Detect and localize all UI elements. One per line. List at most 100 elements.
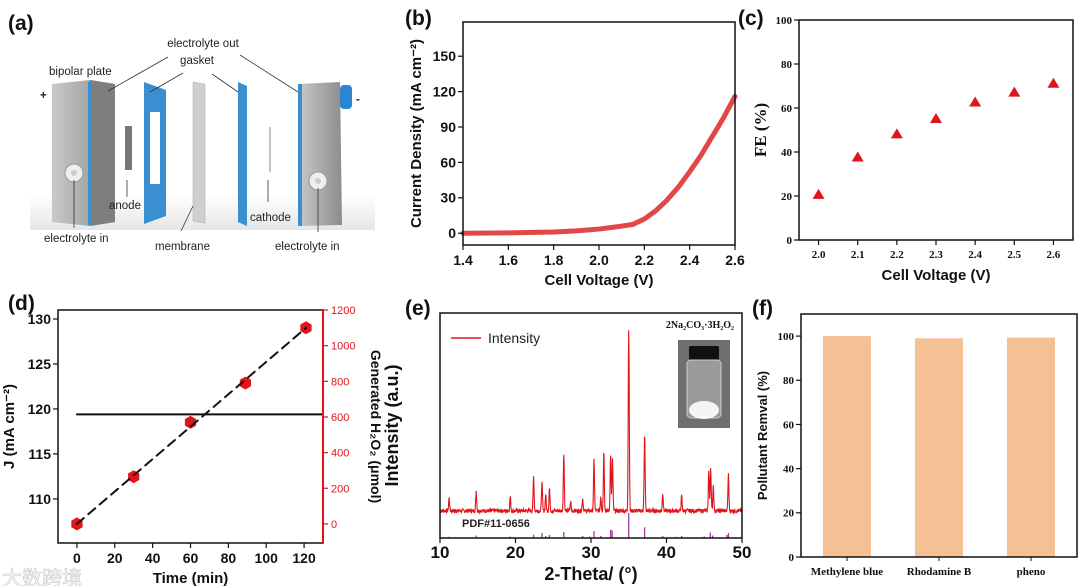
panel-label-f: (f): [752, 297, 773, 320]
y-tick-label: 20: [781, 191, 793, 203]
legend-label: Intensity: [488, 330, 540, 346]
reference-label: PDF#11-0656: [462, 518, 530, 530]
x-tick-label: 50: [733, 543, 752, 562]
x-tick-label: 30: [582, 543, 601, 562]
x-axis-title: 2-Theta/ (°): [544, 564, 637, 584]
chart-f: [796, 313, 1078, 561]
x-tick-label: 1.6: [499, 252, 519, 268]
label-gasket: gasket: [180, 55, 215, 67]
chart-c: [794, 19, 1074, 245]
data-point-triangle: [1047, 77, 1060, 88]
label-anode: anode: [109, 200, 141, 212]
y-tick-label: 0: [789, 552, 795, 564]
y-axis-title: Intensity (a.u.): [382, 364, 402, 486]
data-point-hexagon: [239, 376, 251, 390]
inset-label: 2Na₂CO₃·3H₂O₂: [666, 320, 734, 331]
x-tick-label: pheno: [1017, 566, 1046, 578]
data-point-triangle: [1008, 86, 1021, 97]
x-tick-label: 120: [292, 550, 316, 566]
label-electrolyte-in-right: electrolyte in: [275, 241, 340, 253]
plot-frame: [798, 19, 1074, 241]
y-right-tick-label: 0: [331, 519, 337, 531]
y-right-axis-title: Generated H₂O₂ (μmol): [368, 350, 384, 503]
x-tick-label: Methylene blue: [811, 566, 884, 578]
callout-arrows: [73, 54, 319, 232]
x-tick-label: 2.1: [851, 249, 865, 261]
y-tick-label: 125: [28, 356, 52, 372]
x-axis-title: Cell Voltage (V): [882, 267, 991, 284]
panel-label-a: (a): [8, 12, 34, 35]
x-tick-label: 2.6: [1047, 249, 1061, 261]
y-tick-label: 0: [448, 225, 456, 241]
y-axis-title: Current Density (mA cm⁻²): [408, 39, 425, 228]
chart-b: [458, 21, 738, 250]
y-right-tick-label: 400: [331, 448, 349, 460]
bar-2: [1007, 337, 1055, 557]
y-tick-label: 0: [787, 235, 793, 247]
y-right-tick-label: 600: [331, 412, 349, 424]
outlet-knob-icon: [340, 85, 352, 109]
y-right-tick-label: 800: [331, 376, 349, 388]
x-tick-label: 60: [183, 550, 199, 566]
y-tick-label: 40: [783, 463, 795, 475]
label-plus: +: [40, 90, 47, 102]
right-gasket: [238, 82, 247, 226]
y-axis-title: FE (%): [751, 103, 770, 157]
y-axis-title: J (mA cm⁻²): [1, 384, 18, 469]
series-line-0: [460, 93, 738, 236]
y-right-tick-label: 1000: [331, 341, 355, 353]
y-tick-label: 30: [440, 190, 456, 206]
label-electrolyte-in-left: electrolyte in: [44, 233, 109, 245]
label-bipolar-plate: bipolar plate: [49, 66, 112, 78]
x-tick-label: 2.2: [890, 249, 904, 261]
x-axis-title: Cell Voltage (V): [545, 272, 654, 289]
x-tick-label: 2.4: [968, 249, 982, 261]
bar-0: [823, 336, 871, 557]
data-point-triangle: [930, 113, 942, 123]
plot-frame: [800, 313, 1078, 558]
x-tick-label: 2.4: [680, 252, 700, 268]
y-right-tick-label: 1200: [331, 305, 355, 317]
y-tick-label: 80: [781, 59, 793, 71]
left-gasket: [144, 82, 166, 224]
y-tick-label: 100: [776, 15, 793, 27]
anode-plate: [125, 126, 132, 170]
x-tick-label: 20: [506, 543, 525, 562]
watermark: 大数跨境: [2, 566, 82, 586]
x-tick-label: 1.8: [544, 252, 564, 268]
y-tick-label: 20: [783, 508, 795, 520]
data-point-triangle: [969, 96, 982, 107]
x-tick-label: 40: [145, 550, 161, 566]
chart-e: [439, 312, 743, 543]
panel-label-b: (b): [405, 7, 432, 30]
x-tick-label: 1.4: [453, 252, 473, 268]
y-tick-label: 80: [783, 375, 795, 387]
x-tick-label: 10: [431, 543, 450, 562]
panel-label-d: (d): [8, 292, 35, 315]
y-tick-label: 120: [433, 84, 457, 100]
y-axis-title: Pollutant Remval (%): [755, 371, 770, 500]
y-tick-label: 150: [433, 48, 457, 64]
x-tick-label: 100: [255, 550, 279, 566]
label-electrolyte-out: electrolyte out: [167, 38, 239, 50]
data-point-triangle: [812, 188, 825, 199]
x-tick-label: 2.3: [929, 249, 943, 261]
vial-photo-inset: [678, 340, 730, 428]
label-membrane: membrane: [155, 241, 210, 253]
panel-label-c: (c): [738, 7, 764, 30]
data-point-triangle: [851, 151, 864, 162]
y-tick-label: 115: [28, 446, 51, 462]
bar-1: [915, 338, 963, 557]
y-tick-label: 60: [781, 103, 793, 115]
y-tick-label: 90: [440, 119, 456, 135]
y-right-tick-label: 200: [331, 483, 349, 495]
left-bipolar-plate: [52, 80, 115, 226]
xrd-intensity-line: [439, 330, 743, 515]
vial-cap: [689, 346, 719, 360]
series-line-2: [75, 326, 307, 525]
y-tick-label: 60: [440, 154, 456, 170]
y-tick-label: 60: [783, 419, 795, 431]
x-tick-label: 2.0: [812, 249, 826, 261]
x-tick-label: 80: [221, 550, 237, 566]
